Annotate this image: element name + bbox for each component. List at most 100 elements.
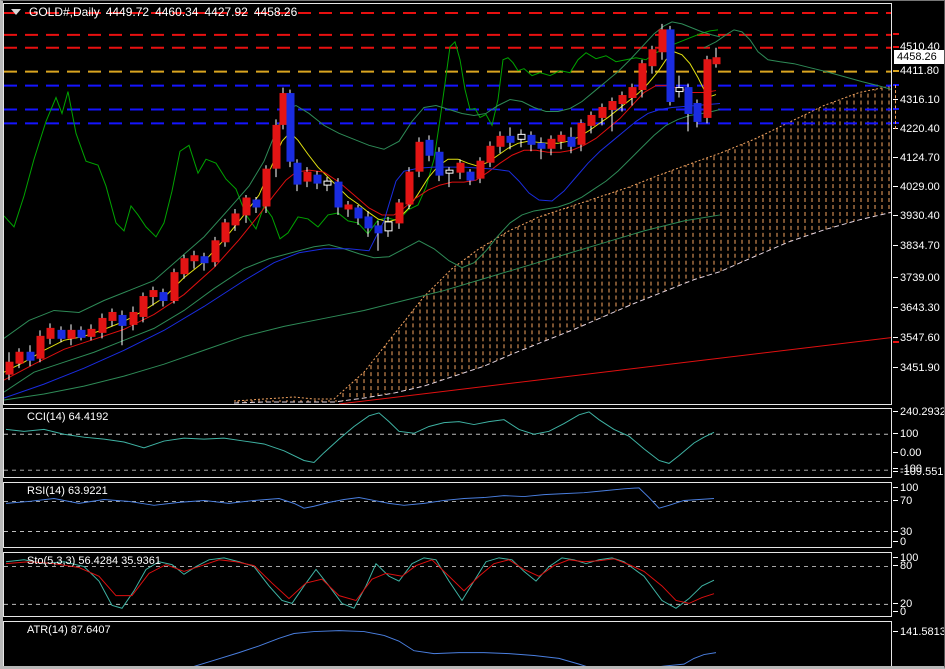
candle-body — [279, 93, 288, 125]
stoch-label: Sto(5,3,3) 56.4284 35.9361 — [27, 555, 161, 567]
red-ma — [4, 85, 717, 381]
candle-body — [557, 134, 566, 142]
stoch-axis-label: 100 — [892, 552, 919, 564]
price-axis-label: 3834.70 — [893, 240, 940, 252]
candle-body — [628, 87, 637, 99]
atr-label: ATR(14) 87.6407 — [27, 624, 111, 636]
price-axis-label: 4316.10 — [893, 94, 940, 106]
candle-body — [170, 272, 179, 302]
price-axis-label: 3930.40 — [893, 210, 940, 222]
blue-ma — [4, 103, 721, 399]
candle-body — [334, 181, 343, 208]
candle-body — [98, 317, 107, 333]
cloud-span-a — [233, 85, 891, 402]
candle-body — [262, 168, 271, 207]
candle-body — [658, 29, 667, 53]
cci-panel[interactable] — [3, 408, 892, 478]
candle-body — [5, 361, 14, 375]
candle-body — [374, 225, 383, 234]
candle-body — [344, 204, 353, 210]
atr-axis-label: 141.5813 — [893, 626, 945, 638]
candle-body — [384, 221, 393, 232]
axis-level-tick — [893, 33, 899, 35]
candle-body — [231, 213, 240, 226]
candle-body — [587, 114, 596, 126]
rsi-panel[interactable] — [3, 482, 892, 548]
candle-body — [476, 160, 485, 179]
candle-body — [395, 202, 404, 224]
green-line — [4, 29, 719, 240]
candle-body — [286, 93, 295, 162]
chevron-down-icon[interactable] — [11, 9, 21, 15]
candle-body — [486, 145, 495, 163]
candle-body — [108, 311, 117, 321]
cci-axis-label: 0.00 — [892, 447, 922, 459]
rsi-plot[interactable] — [4, 483, 891, 547]
candle-body — [354, 207, 363, 219]
main-chart-plot[interactable] — [4, 4, 891, 404]
axis-cloud-marker — [895, 85, 896, 129]
chart-title-bar: GOLD#,Daily 4449.72 4460.34 4427.92 4458… — [11, 5, 297, 19]
candle-body — [567, 136, 576, 147]
stoch-axis-label: 20 — [892, 598, 913, 610]
atr-panel[interactable] — [3, 621, 892, 667]
candle-body — [200, 256, 209, 264]
axis-level-tick — [893, 84, 899, 86]
candle-body — [149, 290, 158, 298]
candle-body — [425, 139, 434, 156]
candle-body — [703, 59, 712, 118]
price-axis-label: 4124.70 — [893, 152, 940, 164]
candle-body — [303, 171, 312, 182]
candle-body — [527, 134, 536, 145]
candle-body — [675, 87, 684, 93]
candle-body — [496, 135, 505, 147]
trendline[interactable] — [338, 337, 891, 404]
atr-plot[interactable] — [4, 622, 891, 667]
candle-body — [129, 311, 138, 325]
candle-body — [638, 63, 647, 91]
price-axis-label: 3547.60 — [893, 332, 940, 344]
rsi-axis-label: 70 — [892, 495, 913, 507]
rsi-label: RSI(14) 63.9221 — [27, 485, 108, 497]
stoch-plot[interactable] — [4, 553, 891, 616]
candle-body — [313, 174, 322, 184]
candle-body — [293, 162, 302, 185]
band-upper — [4, 21, 721, 339]
candle-body — [159, 292, 168, 302]
rsi-axis-label: 30 — [892, 526, 913, 538]
cci-axis-label: -109.5516 — [893, 466, 944, 478]
candle-body — [211, 240, 220, 263]
rsi-line — [5, 487, 715, 509]
candle-body — [190, 255, 199, 262]
candle-body — [712, 57, 721, 65]
ichimoku-cloud — [234, 86, 891, 404]
axis-level-tick — [893, 122, 899, 124]
price-axis-label: 4411.80 — [893, 65, 939, 77]
cci-axis-label: 240.2932 — [893, 406, 945, 418]
candle-body — [435, 151, 444, 176]
stoch-signal — [5, 558, 715, 604]
candle-body — [537, 142, 546, 149]
ohlc-open: 4449.72 — [105, 5, 150, 19]
candle-body — [517, 133, 526, 140]
current-price-box: 4458.26 — [894, 50, 944, 64]
cci-line — [5, 411, 715, 464]
atr-line — [193, 630, 717, 666]
candle-body — [618, 95, 627, 104]
candle-body — [577, 122, 586, 145]
candle-body — [15, 351, 24, 364]
cci-plot[interactable] — [4, 409, 891, 477]
candle-body — [242, 197, 251, 216]
axis-level-tick — [893, 46, 899, 48]
candle-body — [77, 329, 86, 338]
candle-body — [26, 351, 35, 361]
candle-body — [598, 106, 607, 118]
main-chart-panel[interactable] — [3, 3, 892, 405]
ohlc-close: 4458.26 — [253, 5, 298, 19]
stoch-panel[interactable] — [3, 552, 892, 617]
candle-body — [36, 335, 45, 359]
candle-body — [118, 314, 127, 326]
stoch-axis-label: 80 — [892, 560, 913, 572]
candle-body — [666, 29, 675, 103]
